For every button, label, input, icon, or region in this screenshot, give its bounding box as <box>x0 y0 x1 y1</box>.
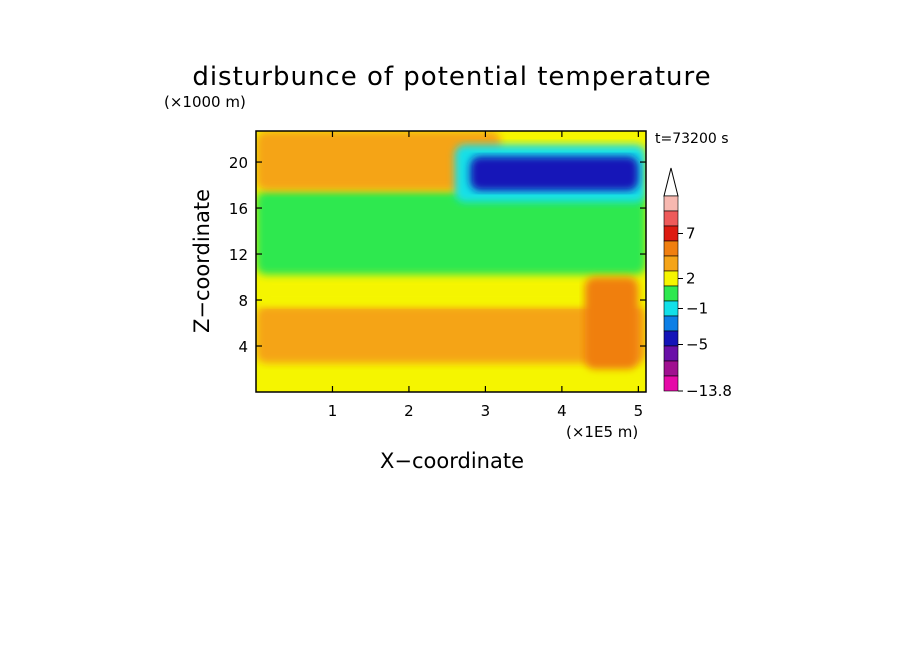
colorbar-label: 2 <box>686 270 696 288</box>
time-label: t=73200 s <box>655 131 729 147</box>
y-tick-label: 20 <box>229 154 248 172</box>
colorbar-level <box>663 360 679 377</box>
contour-region-1 <box>256 274 646 306</box>
contour-field <box>256 131 646 370</box>
contour-region-3 <box>256 131 501 191</box>
colorbar-level <box>663 225 679 242</box>
x-tick-label: 1 <box>328 402 338 420</box>
colorbar-level <box>663 315 679 332</box>
x-tick-label: 5 <box>634 402 644 420</box>
colorbar-level <box>663 210 679 227</box>
y-tick-label: 16 <box>229 200 248 218</box>
y-unit-label: (×1000 m) <box>164 93 246 111</box>
x-tick-label: 4 <box>557 402 567 420</box>
colorbar-label: 7 <box>686 225 696 243</box>
y-axis-label: Z−coordinate <box>190 189 214 333</box>
colorbar-level <box>663 375 679 392</box>
plot-frame <box>255 130 647 393</box>
colorbar-extension-arrow <box>663 167 679 197</box>
contour-region-5 <box>470 156 639 191</box>
y-tick-label: 12 <box>229 246 248 264</box>
colorbar-level <box>663 270 679 287</box>
plot-area <box>256 131 646 392</box>
y-tick-label: 8 <box>238 292 248 310</box>
colorbar-level <box>663 240 679 257</box>
colorbar-level <box>663 345 679 362</box>
colorbar: 7 2 −1 −5 −13.8 <box>663 167 732 400</box>
contour-region-0 <box>256 305 646 364</box>
contour-region-2 <box>256 190 646 275</box>
x-axis: 1 2 3 4 5 <box>328 131 643 420</box>
contour-region-6 <box>584 277 639 370</box>
colorbar-level <box>663 285 679 302</box>
chart-title: disturbunce of potential temperature <box>192 62 711 92</box>
y-axis: 4 8 12 16 20 <box>229 154 646 356</box>
x-unit-label: (×1E5 m) <box>566 423 638 441</box>
colorbar-level <box>663 330 679 347</box>
colorbar-level <box>663 300 679 317</box>
colorbar-label: −13.8 <box>686 382 732 400</box>
colorbar-label: −5 <box>686 336 708 354</box>
colorbar-label: −1 <box>686 300 708 318</box>
colorbar-level <box>663 255 679 272</box>
x-tick-label: 3 <box>481 402 491 420</box>
x-tick-label: 2 <box>404 402 414 420</box>
x-axis-label: X−coordinate <box>380 449 524 473</box>
colorbar-level <box>663 195 679 212</box>
y-tick-label: 4 <box>238 338 248 356</box>
